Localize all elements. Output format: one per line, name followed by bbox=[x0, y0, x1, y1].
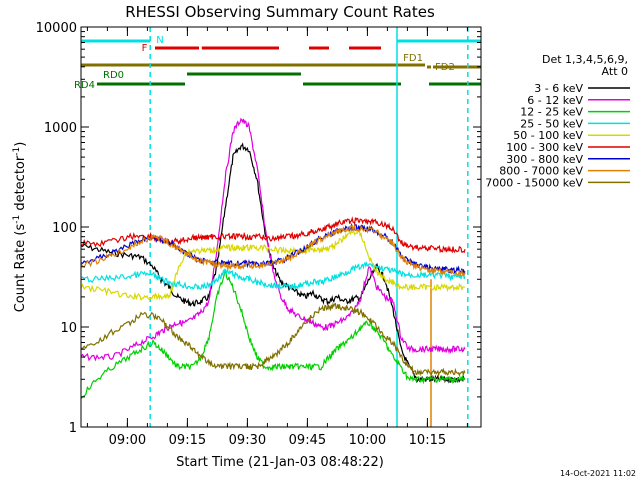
legend-entry-label: 12 - 25 keV bbox=[520, 106, 583, 119]
x-tick-label: 10:00 bbox=[349, 433, 386, 448]
series-line bbox=[80, 228, 465, 302]
y-axis-label-sup: -1 bbox=[12, 215, 22, 224]
legend-entry-label: 7000 - 15000 keV bbox=[485, 176, 583, 189]
legend-entry-label: 800 - 7000 keV bbox=[499, 165, 583, 178]
series-line bbox=[80, 268, 466, 400]
legend-entry-label: 25 - 50 keV bbox=[520, 117, 583, 130]
night-label: N bbox=[156, 35, 163, 46]
y-tick-label: 1000 bbox=[44, 121, 77, 136]
series-line bbox=[80, 216, 466, 254]
y-tick-label: 10 bbox=[60, 321, 77, 336]
rd0-label: RD0 bbox=[103, 70, 124, 81]
annotation-bars: NF FD1 FD2 RD0 RD4 bbox=[74, 35, 481, 91]
x-axis: 09:00 09:15 09:30 09:45 10:00 10:15 bbox=[86, 27, 468, 448]
x-tick-label: 09:15 bbox=[169, 433, 206, 448]
legend-entry-label: 300 - 800 keV bbox=[506, 153, 583, 166]
legend-header: Det 1,3,4,5,6,9, bbox=[542, 53, 628, 66]
series-line bbox=[81, 260, 466, 291]
y-tick-label: 1 bbox=[69, 421, 77, 436]
fd2-label: FD2 bbox=[435, 62, 455, 73]
y-axis-label-part: Count Rate (s bbox=[13, 224, 28, 313]
timestamp: 14-Oct-2021 11:02 bbox=[560, 469, 636, 478]
y-axis-label-part: detector bbox=[13, 155, 28, 215]
y-tick-label: 100 bbox=[52, 221, 77, 236]
x-tick-label: 09:30 bbox=[229, 433, 266, 448]
y-axis-label: Count Rate (s-1 detector-1) bbox=[12, 142, 28, 313]
series-line bbox=[80, 302, 466, 378]
legend-entry-label: 100 - 300 keV bbox=[506, 141, 583, 154]
y-tick-label: 10000 bbox=[36, 21, 77, 36]
legend-header: Att 0 bbox=[602, 65, 628, 78]
series-lines bbox=[80, 117, 466, 400]
series-line bbox=[80, 142, 466, 384]
fd1-label: FD1 bbox=[403, 53, 423, 64]
legend-entry-label: 50 - 100 keV bbox=[513, 129, 583, 142]
x-axis-label: Start Time (21-Jan-03 08:48:22) bbox=[176, 455, 384, 470]
legend-entry-label: 3 - 6 keV bbox=[534, 82, 583, 95]
y-axis-label-part: ) bbox=[13, 142, 28, 147]
chart-title: RHESSI Observing Summary Count Rates bbox=[125, 3, 435, 21]
y-axis: 1 10 100 1000 10000 bbox=[36, 21, 481, 436]
y-axis-label-sup: -1 bbox=[12, 147, 22, 156]
rd4-label: RD4 bbox=[74, 80, 95, 91]
legend-entry-label: 6 - 12 keV bbox=[527, 94, 583, 107]
x-tick-label: 09:00 bbox=[109, 433, 146, 448]
x-tick-label: 10:15 bbox=[409, 433, 446, 448]
series-line bbox=[80, 224, 466, 277]
flare-label: F bbox=[142, 43, 148, 54]
x-tick-label: 09:45 bbox=[289, 433, 326, 448]
